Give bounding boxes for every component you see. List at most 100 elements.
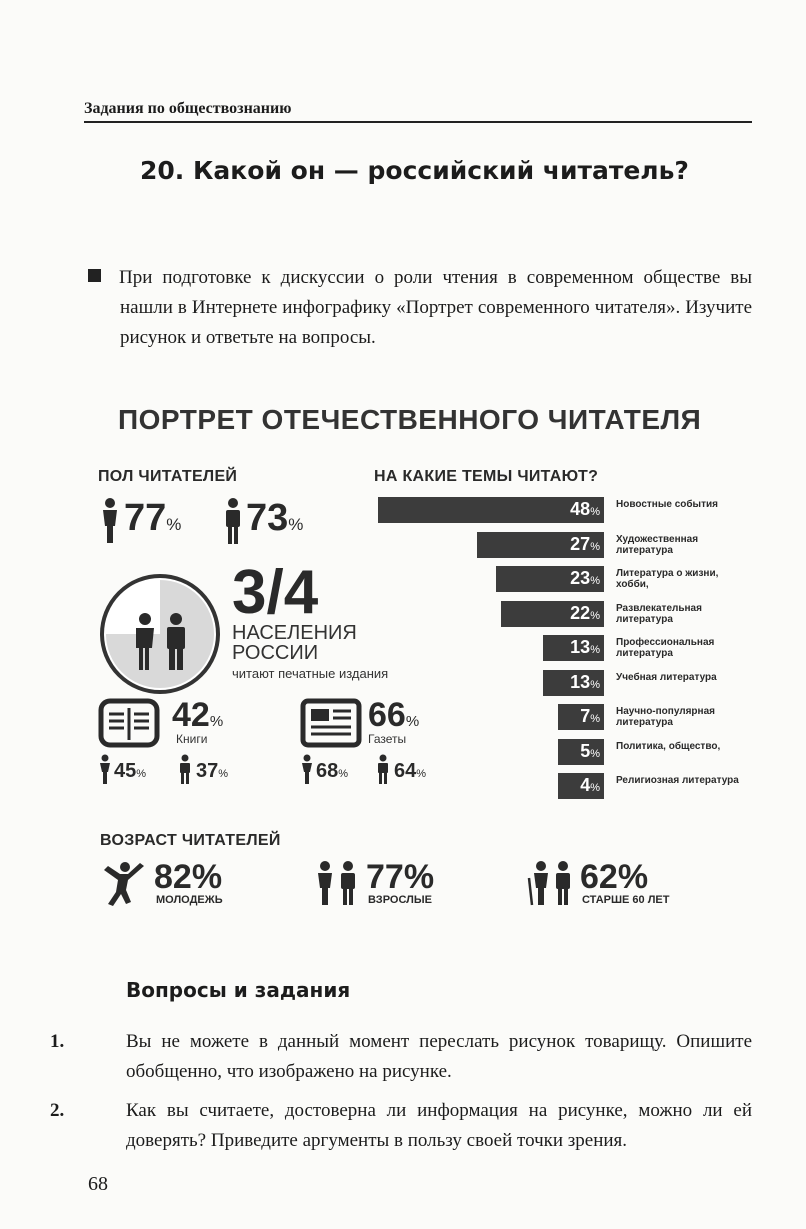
topic-bar: 5% — [558, 738, 604, 765]
topic-bar-value: 4% — [580, 775, 600, 795]
topic-bar-unit: % — [590, 575, 600, 587]
intro-paragraph: При подготовке к дискуссии о роли чтения… — [88, 263, 752, 353]
female-icon — [103, 498, 117, 543]
papers-label: Газеты — [368, 732, 407, 746]
topic-bar: 22% — [500, 600, 604, 627]
adults-icon — [318, 861, 355, 905]
book-icon — [98, 698, 160, 748]
header-rule — [84, 121, 752, 123]
books-pct-unit: % — [209, 713, 224, 730]
books-male-pct: 37 — [196, 760, 219, 782]
books-male-icon — [180, 754, 190, 784]
adults-value: 77% — [366, 858, 435, 896]
question-text: Как вы считаете, достоверна ли информаци… — [126, 1100, 752, 1151]
topic-bar-value: 13% — [570, 671, 600, 692]
books-male-value: 37% — [196, 760, 228, 783]
question-text: Вы не можете в данный момент переслать р… — [126, 1031, 752, 1082]
papers-value: 66% — [368, 696, 419, 735]
topic-bar-value: 7% — [580, 706, 600, 726]
papers-pct: 66 — [368, 696, 406, 734]
topic-bar-label: Политика, общество, — [616, 740, 721, 752]
topic-bar-label: Новостные события — [616, 499, 718, 510]
topic-bar-label: Профессиональная литература — [616, 637, 715, 659]
lesson-title: 20. Какой он — российский читатель? — [140, 156, 689, 185]
topic-bar-unit: % — [590, 506, 600, 518]
seniors-value: 62% — [580, 858, 649, 896]
books-female-unit: % — [136, 768, 147, 780]
topic-bar-unit: % — [590, 678, 600, 691]
books-pct: 42 — [172, 696, 210, 734]
papers-male-unit: % — [416, 768, 427, 780]
topic-bar-unit: % — [590, 540, 600, 553]
papers-female-pct: 68 — [316, 760, 339, 782]
questions-heading: Вопросы и задания — [126, 978, 351, 1002]
seniors-label: СТАРШЕ 60 ЛЕТ — [582, 894, 670, 906]
intro-text: При подготовке к дискуссии о роли чтения… — [119, 267, 752, 348]
topic-bar: 23% — [495, 566, 604, 592]
books-value: 42% — [172, 696, 223, 735]
books-female-pct: 45 — [114, 760, 137, 782]
topic-bar: 13% — [542, 635, 604, 661]
papers-male-value: 64% — [394, 760, 426, 783]
question-item-1: 1. Вы не можете в данный момент переслать… — [50, 1027, 752, 1087]
topic-bar: 48% — [378, 497, 604, 523]
topic-bar: 4% — [558, 773, 604, 799]
topic-bar-unit: % — [590, 644, 600, 656]
books-female-value: 45% — [114, 760, 146, 783]
topic-bar-value: 22% — [570, 602, 600, 623]
youth-value: 82% — [154, 858, 223, 896]
topic-bar-unit: % — [590, 609, 600, 622]
topic-bar-value: 5% — [580, 740, 600, 761]
topic-bar-value: 48% — [570, 499, 600, 519]
square-bullet-icon — [88, 269, 101, 282]
topic-bar-label: Научно-популярная литература — [616, 706, 715, 728]
topic-bar-label: Развлекательная литература — [616, 602, 702, 625]
topic-bar-value: 13% — [570, 637, 600, 657]
population-line2: РОССИИ — [232, 642, 319, 664]
question-number: 1. — [50, 1031, 65, 1052]
books-male-unit: % — [218, 768, 229, 780]
papers-female-unit: % — [338, 768, 349, 780]
population-line1: НАСЕЛЕНИЯ — [232, 622, 357, 644]
male-pct-unit: % — [288, 515, 304, 534]
papers-male-pct: 64 — [394, 760, 417, 782]
topic-bar-unit: % — [590, 713, 600, 725]
papers-pct-unit: % — [405, 713, 420, 730]
male-icon — [226, 498, 240, 544]
page-number: 68 — [88, 1173, 108, 1195]
papers-female-value: 68% — [316, 760, 348, 783]
running-head: Задания по обществознанию — [84, 100, 292, 117]
newspaper-icon — [300, 698, 362, 748]
youth-label: МОЛОДЕЖЬ — [156, 894, 223, 906]
topics-heading: НА КАКИЕ ТЕМЫ ЧИТАЮТ? — [374, 468, 599, 485]
female-pct: 77 — [124, 497, 167, 539]
topic-bar-label: Религиозная литература — [616, 775, 739, 786]
population-sub: читают печатные издания — [232, 666, 389, 681]
infographic-title: ПОРТРЕТ ОТЕЧЕСТВЕННОГО ЧИТАТЕЛЯ — [118, 404, 702, 435]
topic-bar: 13% — [542, 669, 604, 696]
papers-male-icon — [378, 754, 388, 784]
gender-female-value: 77% — [124, 497, 181, 540]
topic-bar: 7% — [558, 704, 604, 730]
youth-icon — [104, 862, 144, 906]
books-female-icon — [100, 754, 110, 784]
books-label: Книги — [176, 732, 208, 746]
male-pct: 73 — [246, 497, 289, 539]
gender-heading: ПОЛ ЧИТАТЕЛЕЙ — [98, 468, 238, 485]
population-fraction: 3/4 — [232, 558, 319, 627]
topic-bar-value: 23% — [570, 568, 600, 588]
question-number: 2. — [50, 1100, 65, 1121]
topic-bar-label: Учебная литература — [616, 671, 717, 683]
seniors-icon — [527, 861, 570, 906]
age-heading: ВОЗРАСТ ЧИТАТЕЛЕЙ — [100, 832, 281, 849]
adults-label: ВЗРОСЛЫЕ — [368, 894, 432, 906]
question-item-2: 2. Как вы считаете, достоверна ли информа… — [50, 1096, 752, 1156]
topic-bar-unit: % — [590, 782, 600, 794]
female-pct-unit: % — [166, 515, 182, 534]
topic-bar-label: Литература о жизни, хобби, — [616, 568, 719, 590]
topic-bar-unit: % — [590, 747, 600, 760]
topic-bar: 27% — [477, 531, 604, 558]
gender-male-value: 73% — [246, 497, 303, 540]
papers-female-icon — [302, 754, 312, 784]
topic-bar-value: 27% — [570, 533, 600, 554]
